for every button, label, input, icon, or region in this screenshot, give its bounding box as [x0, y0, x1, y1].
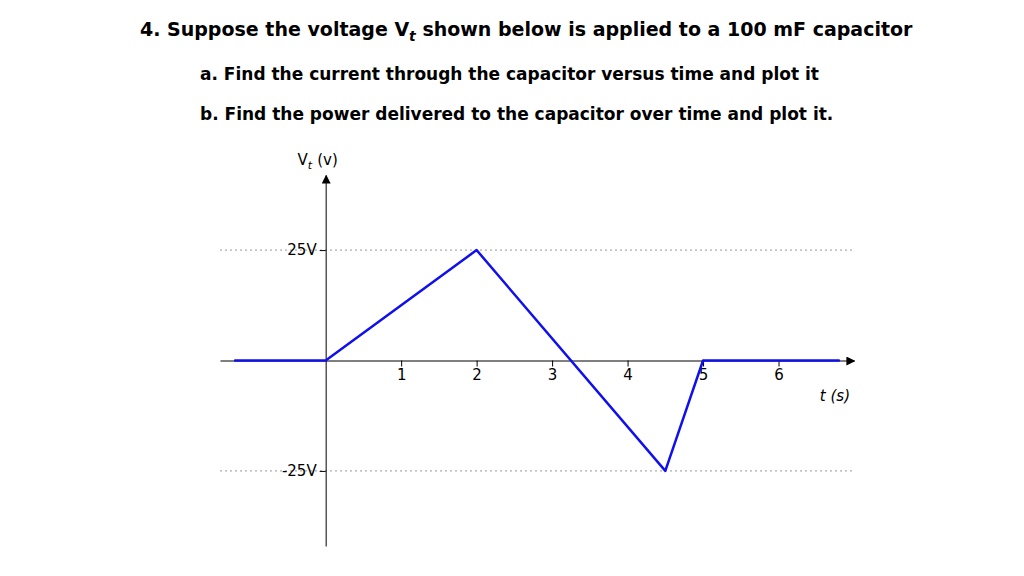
y-tick-mark: [320, 471, 326, 472]
y-axis-label-part: (v): [317, 151, 338, 169]
chart: 4. Suppose the voltage V t shown below is…: [0, 0, 1024, 576]
grid: [220, 250, 854, 471]
y-tick-mark: [320, 250, 326, 251]
y-axis-label-subscript: t: [308, 159, 313, 172]
x-tick: 1: [397, 361, 407, 385]
y-tick: -25V: [282, 462, 326, 480]
x-tick-label: 4: [623, 366, 633, 384]
x-tick-label: 3: [548, 366, 558, 384]
x-axis-label: t (s): [820, 387, 850, 405]
x-tick: 6: [774, 361, 784, 385]
x-tick: 3: [548, 361, 558, 385]
y-tick-label: 25V: [287, 241, 317, 259]
x-tick-label: 6: [774, 366, 784, 384]
x-tick-label: 1: [397, 366, 407, 384]
title-part: shown below is applied to a 100 mF capac…: [416, 18, 913, 40]
signal-line: [235, 250, 839, 471]
y-tick: 25V: [287, 241, 325, 259]
y-tick-label: -25V: [282, 462, 317, 480]
x-axis: 123456: [221, 361, 855, 385]
x-tick-label: 2: [472, 366, 482, 384]
y-axis-label: Vt(v): [298, 151, 338, 172]
title: 4. Suppose the voltage Vt shown below is…: [140, 18, 913, 44]
x-tick: 4: [623, 361, 633, 385]
x-tick: 2: [472, 361, 482, 385]
subtitle: b. Find the power delivered to the capac…: [200, 104, 833, 124]
subtitle: a. Find the current through the capacito…: [200, 64, 819, 84]
series: [235, 250, 839, 471]
plot: 12345625V-25Vt (s)Vt(v): [220, 151, 855, 547]
title-part: 4. Suppose the voltage V: [140, 18, 409, 40]
